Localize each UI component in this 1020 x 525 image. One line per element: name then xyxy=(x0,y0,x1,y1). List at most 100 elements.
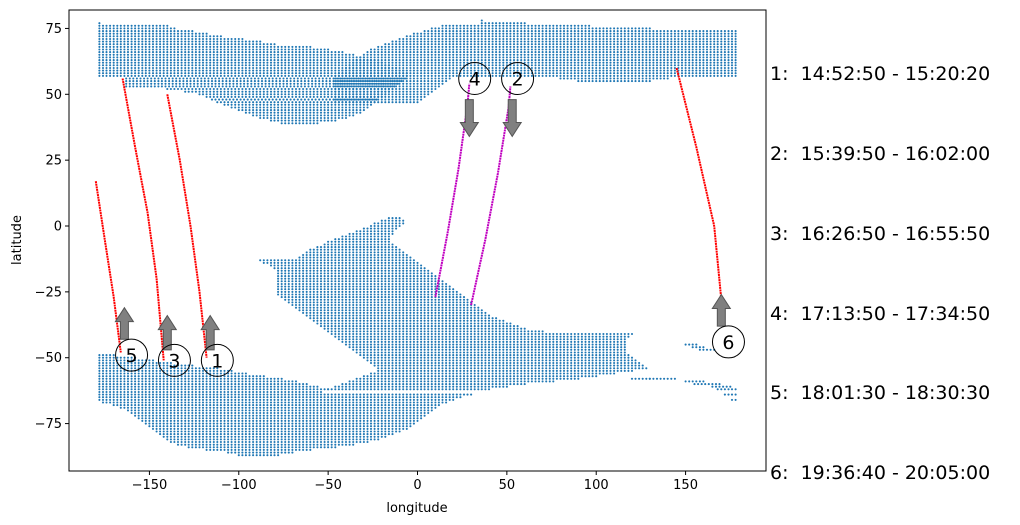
land-point xyxy=(684,53,687,56)
land-point xyxy=(630,77,634,80)
land-point xyxy=(230,93,233,96)
land-point xyxy=(713,59,716,62)
land-point xyxy=(137,24,140,27)
land-point xyxy=(184,87,187,91)
land-point xyxy=(516,40,519,43)
land-point xyxy=(677,61,680,64)
land-point xyxy=(123,74,126,77)
land-point xyxy=(319,267,323,270)
land-point xyxy=(287,45,290,48)
land-point xyxy=(559,32,562,35)
land-point xyxy=(191,74,194,77)
land-point xyxy=(541,72,544,75)
land-point xyxy=(602,48,605,51)
land-point xyxy=(487,43,491,46)
land-point xyxy=(344,267,348,270)
land-point xyxy=(287,272,290,275)
land-point xyxy=(277,48,280,51)
land-point xyxy=(384,66,387,70)
land-point xyxy=(176,74,180,77)
land-point xyxy=(205,53,208,56)
land-point xyxy=(484,32,487,35)
land-point xyxy=(423,45,426,48)
land-point xyxy=(221,85,224,88)
land-point xyxy=(484,27,487,30)
land-point xyxy=(402,222,405,225)
land-point xyxy=(362,246,365,249)
land-point xyxy=(641,51,644,54)
land-point xyxy=(339,98,342,101)
land-point xyxy=(255,90,258,93)
land-point xyxy=(352,85,355,88)
land-point xyxy=(588,80,591,83)
land-point xyxy=(355,77,358,80)
land-point xyxy=(395,227,398,230)
land-point xyxy=(382,80,385,83)
land-point xyxy=(151,35,155,38)
land-point xyxy=(337,106,340,109)
land-point xyxy=(337,261,340,264)
land-point xyxy=(352,106,355,109)
land-point xyxy=(716,48,719,51)
land-point xyxy=(112,35,115,38)
land-point xyxy=(430,45,433,48)
land-point xyxy=(384,224,387,228)
land-point xyxy=(534,24,537,27)
land-point xyxy=(577,59,580,62)
land-point xyxy=(327,95,330,98)
land-point xyxy=(391,56,394,59)
land-point xyxy=(162,69,165,72)
land-point xyxy=(373,87,376,91)
land-point xyxy=(666,61,669,64)
land-point xyxy=(362,253,365,257)
land-point xyxy=(580,51,583,54)
land-point xyxy=(552,59,555,62)
land-point xyxy=(523,74,526,77)
land-point xyxy=(327,103,330,106)
land-point xyxy=(355,72,358,75)
land-point xyxy=(368,85,371,88)
land-point xyxy=(377,90,380,93)
land-point xyxy=(373,272,376,275)
land-point xyxy=(455,40,458,43)
land-point xyxy=(355,82,358,85)
land-point xyxy=(398,40,401,43)
land-point xyxy=(645,51,648,54)
land-point xyxy=(405,272,408,275)
land-point xyxy=(705,48,709,51)
land-point xyxy=(398,224,401,228)
land-point xyxy=(144,53,147,56)
land-point xyxy=(688,56,691,59)
land-point xyxy=(680,48,684,51)
land-point xyxy=(302,64,305,67)
land-point xyxy=(473,35,476,38)
land-point xyxy=(176,87,180,91)
land-point xyxy=(713,61,716,64)
land-point xyxy=(480,32,483,35)
land-point xyxy=(595,66,598,70)
land-point xyxy=(713,48,716,51)
land-point xyxy=(280,119,283,122)
land-point xyxy=(562,35,566,38)
land-point xyxy=(323,93,326,96)
land-point xyxy=(334,259,337,262)
land-point xyxy=(273,56,276,59)
land-point xyxy=(223,53,226,56)
land-point xyxy=(252,40,255,43)
land-point xyxy=(559,43,562,46)
land-point xyxy=(212,66,215,70)
land-point xyxy=(713,56,716,59)
land-point xyxy=(673,40,676,43)
land-point xyxy=(255,64,258,67)
land-point xyxy=(666,77,669,80)
land-point xyxy=(159,72,162,75)
land-point xyxy=(395,251,398,254)
land-point xyxy=(627,61,630,64)
land-point xyxy=(402,269,405,272)
land-point xyxy=(609,66,612,70)
land-point xyxy=(420,95,423,98)
land-point xyxy=(405,277,408,280)
land-point xyxy=(545,35,548,38)
land-point xyxy=(695,61,698,64)
land-point xyxy=(409,37,412,41)
